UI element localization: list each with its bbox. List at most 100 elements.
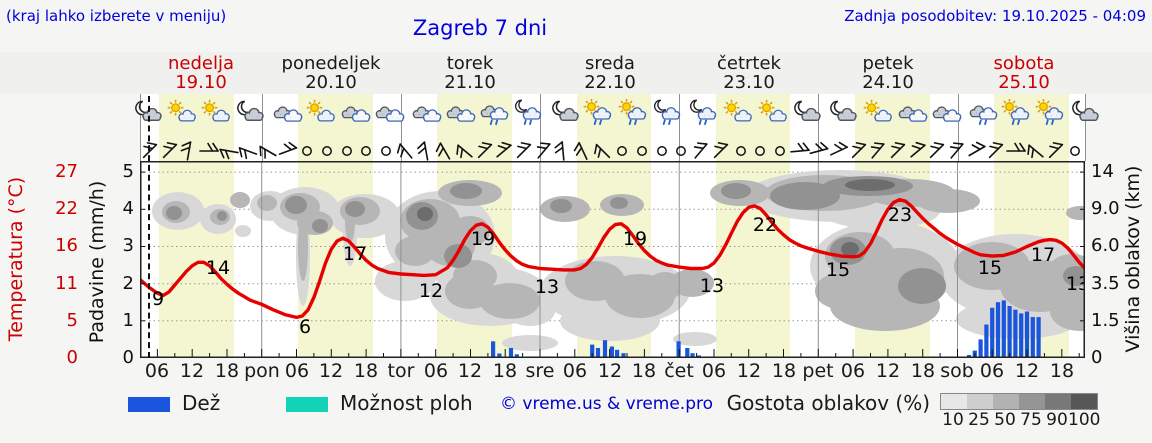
temp-tick: 5 (66, 310, 78, 331)
day-header-petek: petek 24.10 (823, 54, 953, 92)
calm-icon (336, 140, 358, 162)
rain-bar (615, 349, 620, 358)
wind-barb-icon (907, 140, 929, 162)
wind-barb-icon (454, 140, 476, 162)
copyright-link[interactable]: © vreme.us & vreme.pro (500, 394, 714, 414)
wind-barb-icon (395, 140, 417, 162)
wind-barb-icon (513, 140, 535, 162)
temp-value-label: 17 (1031, 244, 1055, 266)
day-header-sreda: sreda 22.10 (545, 54, 675, 92)
time-tick-label: sre (525, 360, 555, 382)
temp-value-label: 19 (471, 228, 495, 250)
time-tick-label: 18 (631, 360, 657, 382)
weather-icon-clouds (930, 99, 964, 127)
weather-icon-clouds (373, 99, 407, 127)
time-tick-label: 06 (423, 360, 449, 382)
time-tick-label: 12 (597, 360, 623, 382)
rain-bar (690, 353, 695, 358)
day-date: 19.10 (175, 72, 227, 93)
wind-barb-icon (277, 140, 299, 162)
rain-bar (508, 348, 514, 358)
wind-barb-icon (533, 140, 555, 162)
day-name: ponedeljek (281, 53, 381, 74)
time-tick-label: 18 (353, 360, 379, 382)
daylight-band (715, 94, 791, 358)
temp-tick: 11 (55, 273, 78, 294)
rain-bar (1019, 313, 1024, 358)
rain-bar (1007, 306, 1012, 358)
weather-icon-moon-cloud (1069, 99, 1103, 127)
temp-value-label: 13 (1066, 273, 1085, 295)
time-tick-label: 12 (736, 360, 762, 382)
weather-icon-clouds-rain (478, 99, 512, 127)
day-separator (818, 94, 820, 161)
calm-icon (651, 140, 673, 162)
rain-legend-label: Dež (182, 391, 221, 415)
density-swatch (1071, 394, 1097, 409)
temp-value-label: 15 (826, 259, 850, 281)
calm-icon (355, 140, 377, 162)
weather-icon-moon-cloud (827, 99, 861, 127)
rain-bar (995, 302, 1001, 358)
time-tick-label: 06 (562, 360, 588, 382)
temp-value-label: 13 (700, 275, 724, 297)
day-date: 24.10 (862, 72, 914, 93)
precip-tick: 1 (122, 310, 134, 331)
weather-icon-moon-cloud-rain (652, 99, 686, 127)
density-swatch (967, 394, 993, 409)
temp-tick: 0 (66, 347, 78, 368)
wind-barb-icon (966, 140, 988, 162)
rain-bar (990, 307, 995, 358)
time-tick-label: pet (802, 360, 834, 382)
cloud-tick: 9.0 (1091, 198, 1120, 219)
time-tick-label: 12 (1014, 360, 1040, 382)
wind-barb-icon (985, 140, 1007, 162)
weather-icon-clouds (410, 99, 444, 127)
wind-barb-icon (552, 140, 574, 162)
time-tick-label: 12 (179, 360, 205, 382)
page-title: Zagreb 7 dni (412, 16, 548, 40)
density-tick-label: 50 (994, 410, 1016, 430)
weather-icon-clouds-rain (967, 99, 1001, 127)
weather-icon-moon-cloud-rain (513, 99, 547, 127)
precip-tick: 5 (122, 161, 134, 182)
day-date: 21.10 (444, 72, 496, 93)
day-date: 25.10 (998, 72, 1050, 93)
calm-icon (296, 140, 318, 162)
temp-tick: 16 (55, 235, 78, 256)
weather-icon-sun-cloud (166, 99, 200, 127)
wind-barb-icon (690, 140, 712, 162)
weather-icon-sun-cloud-rain (618, 98, 652, 127)
wind-barb-icon (789, 140, 811, 162)
precip-tick: 4 (122, 198, 134, 219)
density-swatch (993, 394, 1019, 409)
last-updated: Zadnja posodobitev: 19.10.2025 - 04:09 (844, 7, 1146, 25)
temperature-line (140, 198, 1085, 320)
weather-icon-moon-cloud (791, 99, 825, 127)
wind-barb-icon (1025, 140, 1047, 162)
temp-value-label: 23 (888, 204, 912, 226)
wind-barb-icon (572, 140, 594, 162)
rain-bar (595, 348, 601, 358)
day-separator (540, 94, 541, 161)
temp-value-label: 9 (152, 288, 164, 310)
day-name: četrtek (717, 53, 781, 74)
cloud-density-scale (940, 393, 1098, 410)
day-name: sobota (993, 53, 1055, 74)
day-separator (140, 94, 141, 161)
chart-plot: 9 14 6 17 12 19 13 19 13 22 15 23 15 17 13 (140, 161, 1085, 358)
day-date: 22.10 (584, 72, 636, 93)
wind-barb-icon (237, 140, 259, 162)
wind-barb-icon (867, 140, 889, 162)
time-tick-label: 18 (214, 360, 240, 382)
temp-tick: 22 (55, 198, 78, 219)
rain-bar (1036, 317, 1041, 358)
day-name: petek (862, 53, 914, 74)
time-tick-label: 06 (701, 360, 727, 382)
day-name: torek (446, 53, 494, 74)
wind-barb-icon (257, 140, 279, 162)
weather-icon-sun-cloud (862, 99, 896, 127)
day-separator (957, 94, 959, 161)
menu-hint: (kraj lahko izberete v meniju) (6, 7, 227, 25)
cloud-tick: 1.5 (1091, 310, 1120, 331)
